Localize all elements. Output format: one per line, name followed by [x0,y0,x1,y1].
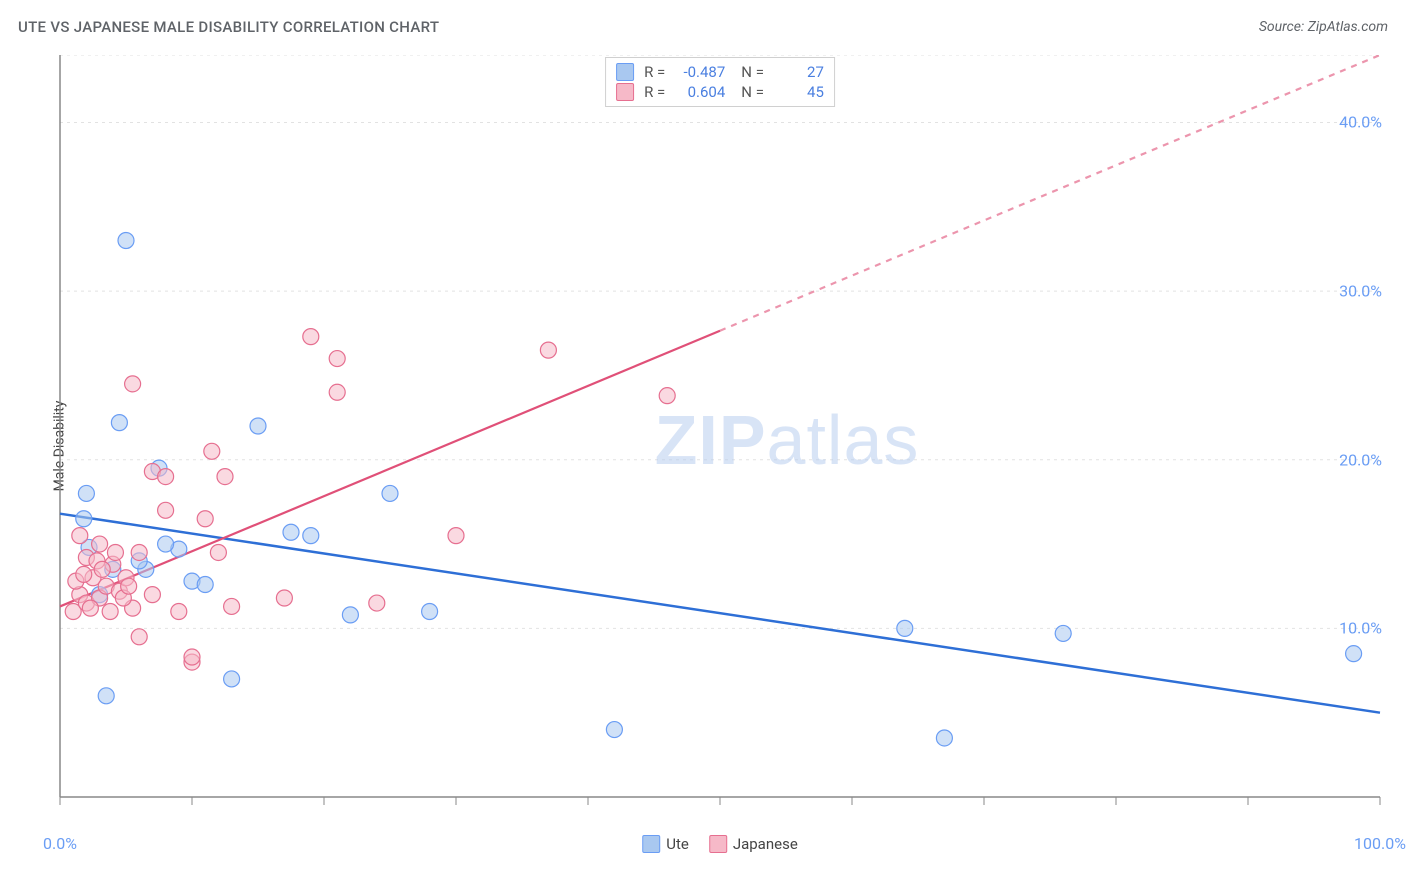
source-credit: Source: ZipAtlas.com [1259,19,1388,35]
chart-header: UTE VS JAPANESE MALE DISABILITY CORRELAT… [18,18,1388,36]
r-value-japanese: 0.604 [671,83,725,101]
stats-legend: R = -0.487 N = 27 R = 0.604 N = 45 [605,57,835,107]
legend-item-japanese: Japanese [709,835,798,853]
stats-row-japanese: R = 0.604 N = 45 [616,82,824,102]
x-tick-label: 100.0% [1354,834,1406,853]
r-value-ute: -0.487 [671,63,725,81]
scatter-plot [50,55,1390,825]
x-tick-label: 0.0% [43,834,77,853]
y-tick-label: 20.0% [1339,450,1382,469]
n-value-ute: 27 [770,63,824,81]
swatch-ute-bottom [642,835,660,853]
y-tick-label: 40.0% [1339,113,1382,132]
swatch-japanese-bottom [709,835,727,853]
n-value-japanese: 45 [770,83,824,101]
chart-title: UTE VS JAPANESE MALE DISABILITY CORRELAT… [18,18,439,36]
legend-item-ute: Ute [642,835,689,853]
chart-area: ZIPatlas R = -0.487 N = 27 R = 0.604 N =… [50,55,1390,825]
series-legend: Ute Japanese [642,835,798,853]
y-tick-label: 30.0% [1339,282,1382,301]
swatch-japanese [616,83,634,101]
stats-row-ute: R = -0.487 N = 27 [616,62,824,82]
y-tick-label: 10.0% [1339,619,1382,638]
swatch-ute [616,63,634,81]
